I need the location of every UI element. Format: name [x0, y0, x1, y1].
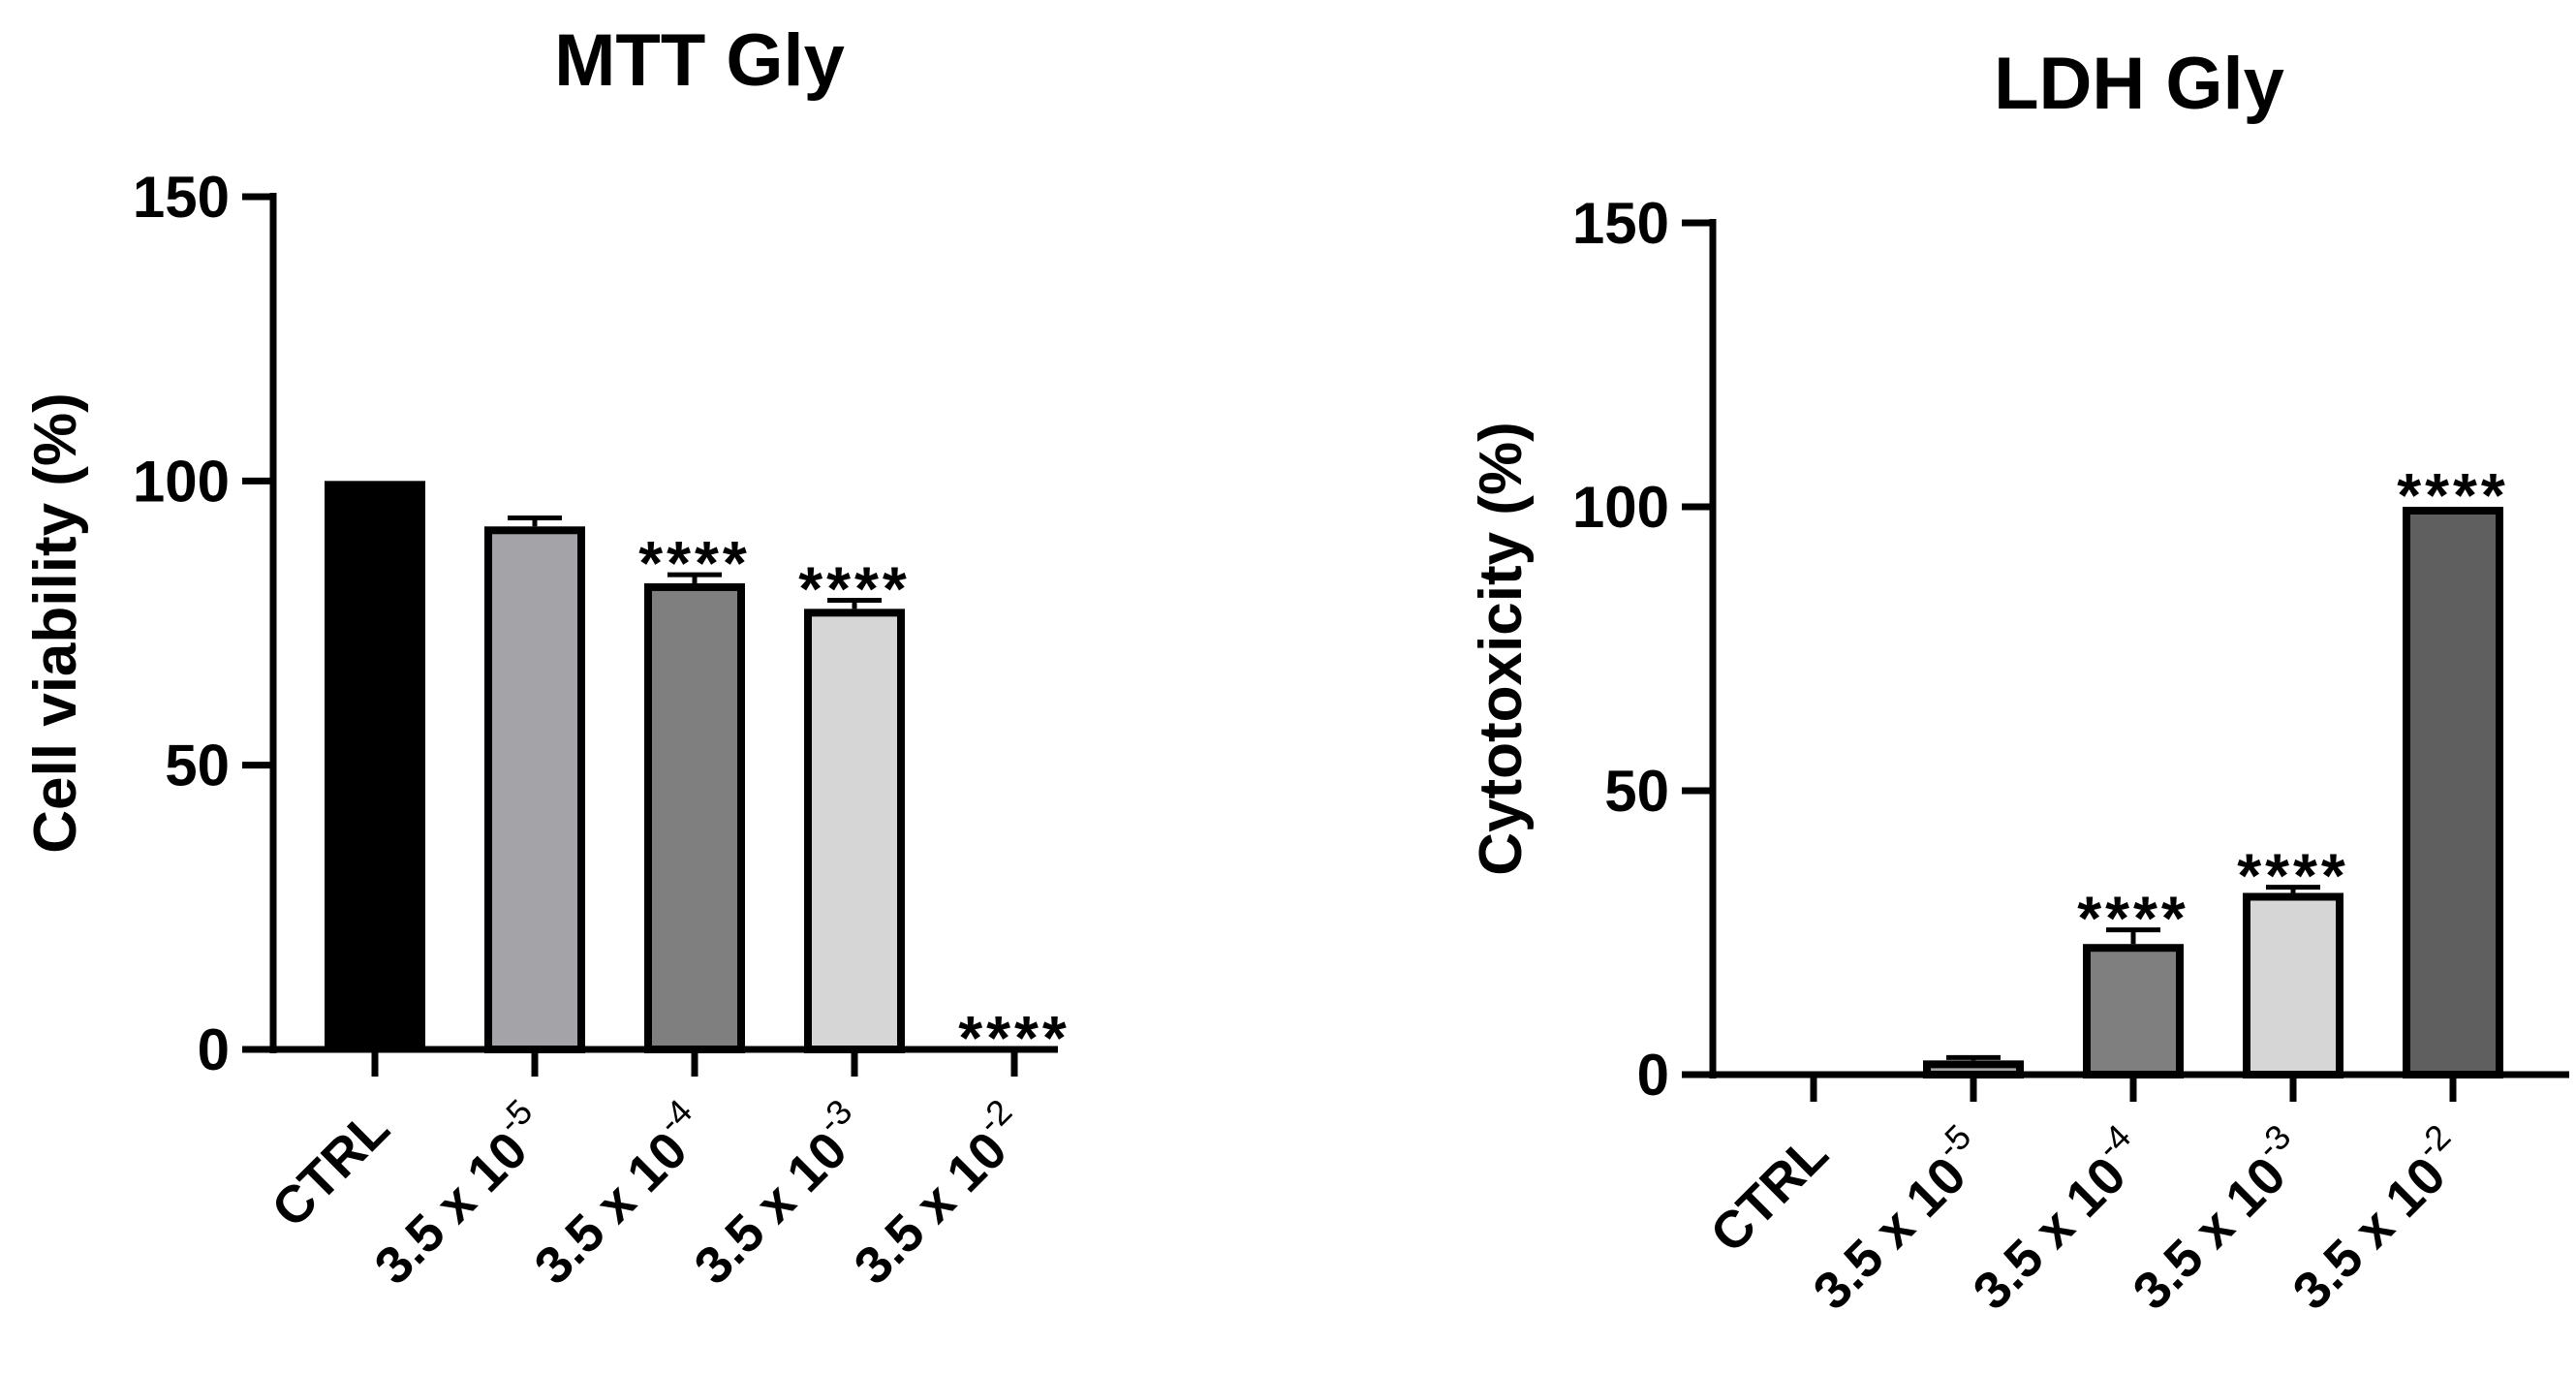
chart-title: LDH Gly — [1994, 43, 2284, 125]
significance-label: **** — [958, 1003, 1071, 1073]
category-label: 3.5 x 10-5 — [357, 1091, 561, 1296]
category-label: 3.5 x 10-2 — [836, 1091, 1040, 1296]
y-tick-label: 100 — [133, 449, 230, 514]
chart-title: MTT Gly — [554, 19, 845, 102]
significance-label: **** — [638, 528, 751, 598]
significance-label: **** — [2397, 460, 2509, 530]
bar — [484, 526, 585, 1053]
category-label: 3.5 x 10-5 — [1795, 1116, 2000, 1321]
y-tick-label: 0 — [1637, 1043, 1669, 1108]
bar — [1923, 1060, 2024, 1078]
y-tick-label: 50 — [165, 734, 230, 798]
bar — [2083, 944, 2184, 1078]
category-label: CTRL — [1699, 1124, 1839, 1264]
bar — [644, 582, 745, 1054]
bar — [804, 609, 905, 1053]
significance-label: **** — [2077, 884, 2189, 953]
y-axis-label: Cytotoxicity (%) — [1468, 422, 1535, 875]
category-label: 3.5 x 10-4 — [1955, 1116, 2159, 1321]
category-label: 3.5 x 10-2 — [2275, 1116, 2479, 1321]
bar — [2243, 892, 2343, 1078]
bar — [2403, 507, 2503, 1078]
y-tick-label: 150 — [133, 165, 230, 230]
significance-label: **** — [2237, 841, 2349, 911]
category-label: 3.5 x 10-4 — [516, 1091, 721, 1296]
y-tick-label: 0 — [198, 1017, 230, 1082]
category-label: CTRL — [261, 1099, 400, 1238]
category-label: 3.5 x 10-3 — [676, 1091, 881, 1296]
bar-fill — [325, 481, 425, 1049]
y-tick-label: 100 — [1572, 475, 1669, 540]
category-label: 3.5 x 10-3 — [2115, 1116, 2319, 1321]
y-tick-label: 150 — [1572, 191, 1669, 256]
y-tick-label: 50 — [1604, 759, 1669, 824]
significance-label: **** — [798, 554, 911, 624]
y-axis-label: Cell viability (%) — [22, 392, 89, 853]
